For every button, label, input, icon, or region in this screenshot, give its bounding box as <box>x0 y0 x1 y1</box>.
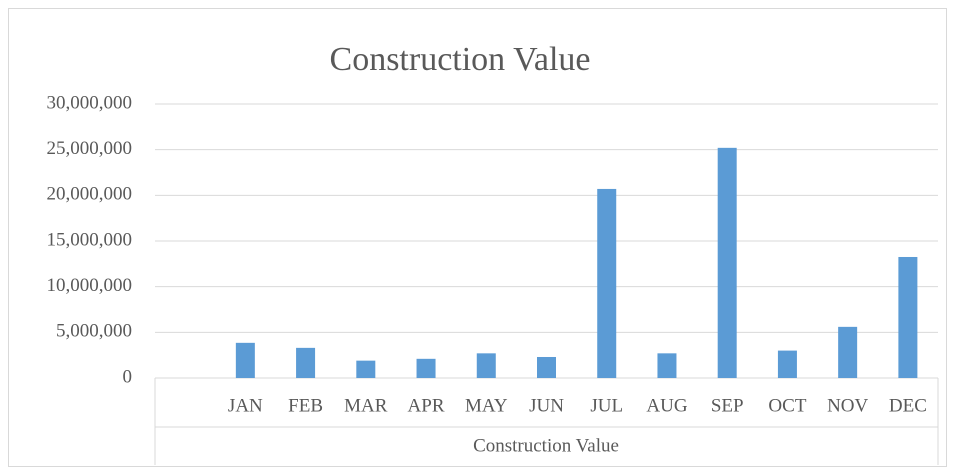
y-tick-label: 5,000,000 <box>56 321 132 342</box>
chart-title: Construction Value <box>330 41 591 78</box>
x-tick-label: JUN <box>529 395 564 416</box>
y-tick-label: 0 <box>123 366 133 387</box>
x-tick-label: MAR <box>344 395 388 416</box>
x-tick-label: FEB <box>288 395 323 416</box>
bar <box>416 358 436 378</box>
y-tick-label: 30,000,000 <box>47 92 133 113</box>
x-tick-label: OCT <box>768 395 806 416</box>
x-tick-label: JAN <box>228 395 263 416</box>
bar <box>356 360 376 378</box>
bar <box>838 326 858 378</box>
bar <box>235 342 255 378</box>
chart-frame <box>8 8 947 467</box>
bar <box>476 353 496 378</box>
x-tick-label: APR <box>408 395 445 416</box>
bar <box>777 350 797 378</box>
bar <box>657 353 677 378</box>
x-tick-label: MAY <box>465 395 508 416</box>
bar <box>717 147 737 378</box>
x-tick-label: JUL <box>590 395 623 416</box>
y-tick-label: 20,000,000 <box>47 184 133 205</box>
bar <box>597 188 617 378</box>
y-tick-label: 10,000,000 <box>47 275 133 296</box>
y-tick-label: 15,000,000 <box>47 229 133 250</box>
bar <box>898 256 918 378</box>
x-tick-label: AUG <box>646 395 687 416</box>
bar <box>296 347 316 378</box>
x-tick-label: NOV <box>827 395 868 416</box>
y-tick-label: 25,000,000 <box>47 138 133 159</box>
bar <box>537 356 556 378</box>
x-axis-label: Construction Value <box>473 435 619 456</box>
x-tick-label: DEC <box>889 395 927 416</box>
x-tick-label: SEP <box>711 395 744 416</box>
